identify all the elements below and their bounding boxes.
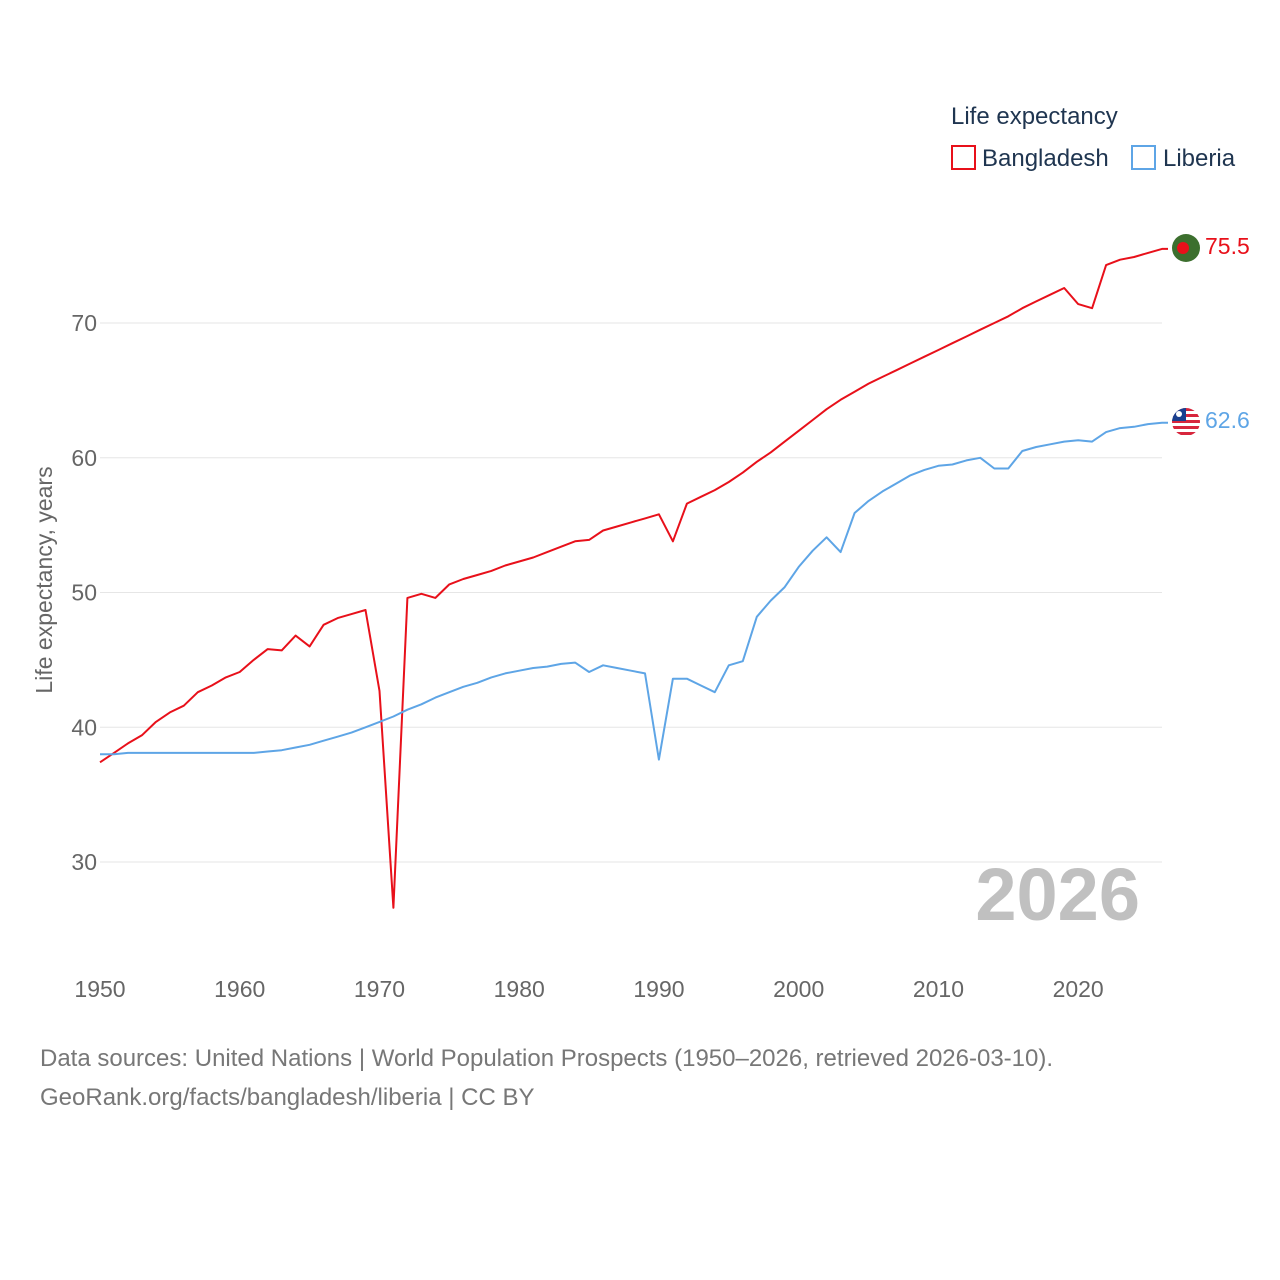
legend-swatch-liberia	[1131, 145, 1156, 170]
liberia-end-value: 62.6	[1205, 407, 1250, 433]
series-lines	[99, 247, 1168, 909]
y-tick-label: 70	[71, 310, 97, 336]
x-axis-ticks: 1950 1960 1970 1980 1990 2000 2010 2020	[74, 976, 1103, 1002]
x-tick-label: 1990	[633, 976, 684, 1002]
legend-swatch-bangladesh	[951, 145, 976, 170]
y-tick-label: 60	[71, 445, 97, 471]
x-tick-label: 2000	[773, 976, 824, 1002]
y-axis-ticks: 30 40 50 60 70	[71, 310, 97, 875]
series-line-liberia[interactable]	[100, 421, 1168, 761]
legend-label-liberia: Liberia	[1163, 145, 1236, 172]
legend[interactable]: Life expectancy Bangladesh Liberia	[951, 103, 1236, 172]
x-tick-label: 1970	[354, 976, 405, 1002]
y-axis-label: Life expectancy, years	[31, 466, 57, 693]
bangladesh-flag-icon	[1172, 234, 1200, 262]
y-tick-label: 50	[71, 580, 97, 606]
footer-attribution[interactable]: GeoRank.org/facts/bangladesh/liberia | C…	[40, 1084, 535, 1111]
legend-title: Life expectancy	[951, 103, 1118, 130]
series-line-bangladesh[interactable]	[99, 247, 1168, 909]
x-tick-label: 2010	[913, 976, 964, 1002]
legend-item-liberia[interactable]: Liberia	[1131, 145, 1236, 172]
liberia-flag-icon	[1172, 408, 1200, 436]
gridlines	[100, 322, 1162, 863]
y-tick-label: 40	[71, 714, 97, 740]
current-year-label: 2026	[975, 853, 1140, 936]
x-tick-label: 1980	[494, 976, 545, 1002]
footer-sources: Data sources: United Nations | World Pop…	[40, 1045, 1054, 1072]
y-tick-label: 30	[71, 849, 97, 875]
legend-label-bangladesh: Bangladesh	[982, 145, 1109, 172]
bangladesh-end-value: 75.5	[1205, 233, 1250, 259]
x-tick-label: 1950	[74, 976, 125, 1002]
bangladesh-end-marker: 75.5	[1172, 233, 1250, 262]
liberia-end-marker: 62.6	[1172, 407, 1250, 436]
legend-item-bangladesh[interactable]: Bangladesh	[951, 145, 1109, 172]
x-tick-label: 1960	[214, 976, 265, 1002]
x-tick-label: 2020	[1053, 976, 1104, 1002]
